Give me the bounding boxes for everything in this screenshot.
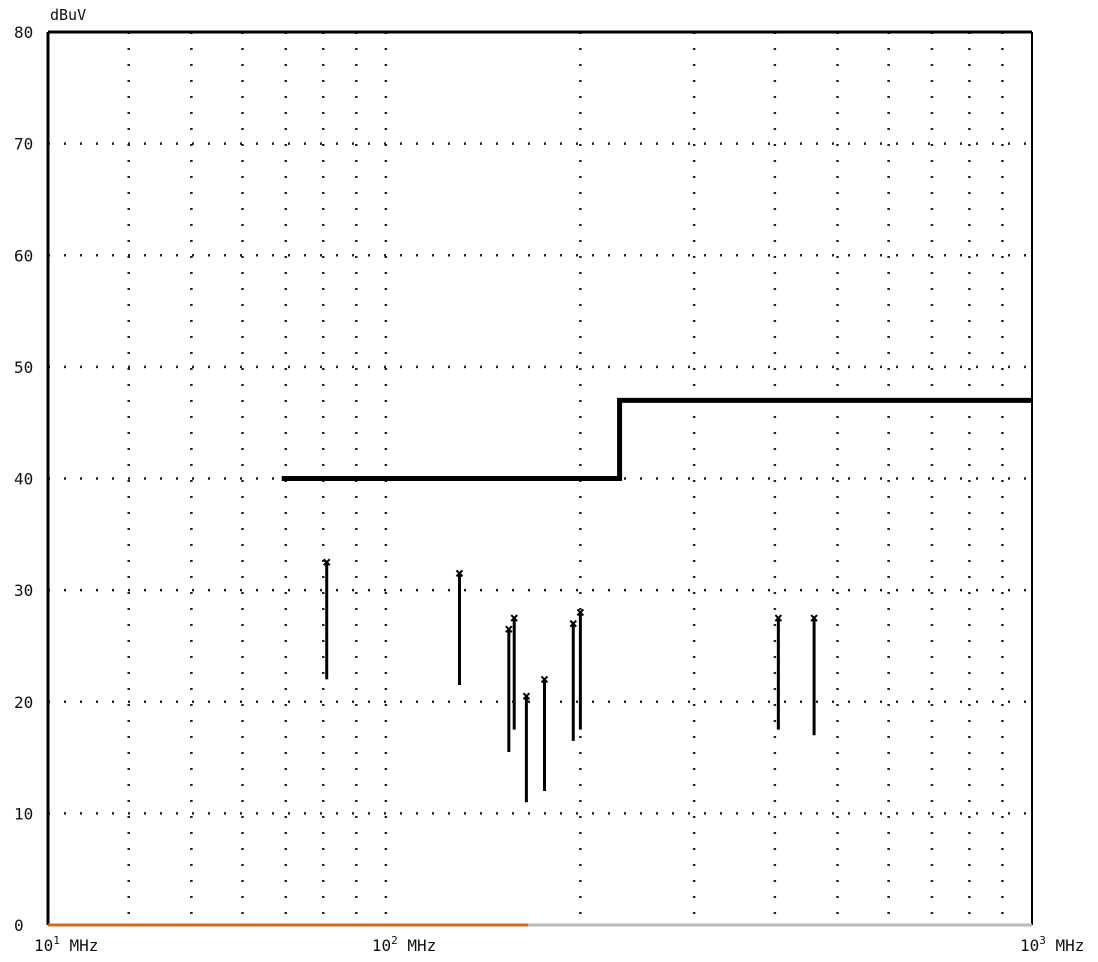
x-tick-label: 102 MHz <box>372 934 436 955</box>
y-tick-label: 80 <box>14 23 33 42</box>
y-tick-label: 30 <box>14 581 33 600</box>
limit-line <box>281 397 1032 481</box>
axes <box>46 30 1033 927</box>
measurement-mark <box>540 675 549 792</box>
y-tick-labels: 0 10 20 30 40 50 60 70 80 <box>14 23 33 935</box>
limit-polyline <box>281 397 1032 481</box>
measurement-marker <box>576 608 585 617</box>
measurement-mark <box>323 558 331 680</box>
measurement-mark <box>774 614 783 730</box>
measurement-marker <box>569 619 577 628</box>
x-tick-label: 103 MHz <box>1020 934 1084 955</box>
measurement-mark <box>810 614 818 736</box>
measurement-mark <box>576 608 585 730</box>
y-tick-label: 60 <box>14 246 33 265</box>
x-tick-labels: 101 MHz 102 MHz 103 MHz <box>34 934 1084 955</box>
y-tick-label: 50 <box>14 358 33 377</box>
y-tick-label: 0 <box>14 916 24 935</box>
y-tick-label: 40 <box>14 470 33 489</box>
measurement-mark <box>505 625 513 752</box>
measurement-marker <box>323 558 331 566</box>
measurement-marker <box>510 614 518 622</box>
measurement-mark <box>455 569 464 686</box>
measurement-marker <box>505 625 513 633</box>
measurement-marker <box>522 692 531 700</box>
y-tick-label: 20 <box>14 693 33 712</box>
measurement-marker <box>455 569 464 578</box>
measurement-mark <box>522 692 531 803</box>
x-tick-label: 101 MHz <box>34 934 98 955</box>
measurement-marker <box>540 675 549 684</box>
y-tick-label: 10 <box>14 804 33 823</box>
y-tick-label: 70 <box>14 135 33 154</box>
measurement-marks <box>323 558 818 803</box>
measurement-marker <box>774 614 783 622</box>
y-axis-label: dBuV <box>50 6 86 24</box>
measurement-mark <box>569 619 577 741</box>
measurement-marker <box>810 614 818 622</box>
measurement-mark <box>510 614 518 730</box>
